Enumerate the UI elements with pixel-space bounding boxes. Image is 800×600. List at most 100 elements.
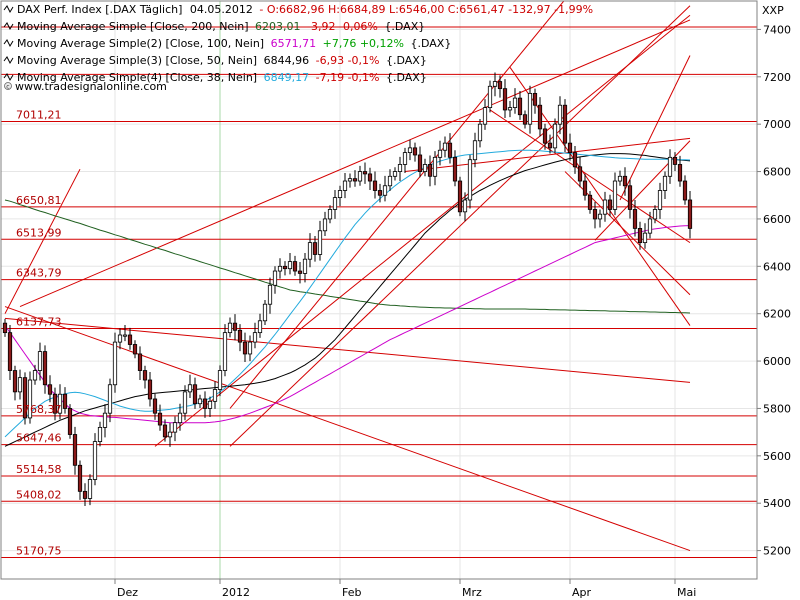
candle-body xyxy=(677,164,683,182)
candlestick xyxy=(582,173,588,201)
candlestick xyxy=(47,375,53,403)
legend-ma-value: 6849,17 xyxy=(264,71,310,84)
candle-body xyxy=(332,197,338,210)
candlestick xyxy=(402,147,408,173)
candle-body xyxy=(492,81,498,87)
legend-ma-38: Moving Average Simple(4) [Close, 38, Nei… xyxy=(3,71,427,84)
x-axis: Dez 2012 Feb Mrz Apr Mai xyxy=(114,579,696,599)
candlestick xyxy=(347,173,353,188)
y-tick-label: 6400 xyxy=(763,260,791,273)
trendline xyxy=(19,19,691,308)
y-tick-label: 6800 xyxy=(763,166,791,179)
trendline xyxy=(4,306,691,552)
candlestick xyxy=(567,133,573,161)
horizontal-level-label: 6650,81 xyxy=(16,194,62,207)
svg-text:Moving Average Simple [Close,: Moving Average Simple [Close, 200, Nein]… xyxy=(17,20,425,33)
candle-body xyxy=(112,341,118,386)
candle-body xyxy=(57,393,63,414)
candlestick xyxy=(277,258,283,279)
candlestick xyxy=(607,194,613,217)
candle-body xyxy=(312,242,318,255)
candle-body xyxy=(297,270,303,274)
candlestick xyxy=(112,332,118,393)
candle-body xyxy=(282,265,288,270)
candlestick xyxy=(322,211,328,236)
candlestick xyxy=(57,384,63,420)
y-tick-label: 6200 xyxy=(763,308,791,321)
trendline xyxy=(4,168,81,314)
candle-body xyxy=(27,379,33,419)
candlestick xyxy=(307,233,313,268)
candle-body xyxy=(552,123,558,149)
candle-body xyxy=(442,142,448,151)
candle-body xyxy=(632,209,638,229)
candlesticks xyxy=(2,72,693,507)
candlestick xyxy=(472,132,478,168)
candlestick xyxy=(2,318,8,337)
candle-body xyxy=(347,178,353,182)
candle-body xyxy=(467,159,473,201)
candlestick xyxy=(137,346,143,381)
candlestick xyxy=(317,220,323,261)
candle-body xyxy=(617,175,623,182)
candlestick xyxy=(37,342,43,381)
candlestick xyxy=(202,391,208,418)
candlestick xyxy=(512,88,518,114)
candle-body xyxy=(22,377,28,419)
candlestick xyxy=(432,151,438,186)
candle-body xyxy=(77,464,83,492)
candlestick xyxy=(7,325,13,381)
candlestick xyxy=(572,145,578,174)
candle-body xyxy=(342,180,348,191)
candle-body xyxy=(572,152,578,168)
candlestick xyxy=(282,261,288,276)
horizontal-level-label: 5647,46 xyxy=(16,432,62,445)
candlestick xyxy=(662,171,668,200)
candlestick xyxy=(462,192,468,222)
candle-body xyxy=(562,104,568,144)
candle-body xyxy=(512,97,518,108)
candle-body xyxy=(352,178,358,182)
candlestick xyxy=(477,118,483,148)
trendline xyxy=(619,55,691,201)
candle-body xyxy=(472,140,478,161)
candlestick xyxy=(452,150,458,187)
y-tick-label: 7000 xyxy=(763,118,791,131)
candlestick xyxy=(102,404,108,438)
legend-ma-200: Moving Average Simple [Close, 200, Nein]… xyxy=(3,20,425,33)
candlestick xyxy=(252,322,258,349)
candle-body xyxy=(162,424,168,438)
candlestick xyxy=(77,460,83,500)
candle-body xyxy=(247,341,253,355)
candle-body xyxy=(452,156,458,182)
candle-body xyxy=(37,351,43,371)
candle-body xyxy=(102,412,108,428)
candlestick xyxy=(117,328,123,350)
trendline xyxy=(229,5,691,447)
candlestick xyxy=(507,100,513,118)
candlestick xyxy=(387,169,393,191)
candle-body xyxy=(477,123,483,142)
candlestick xyxy=(522,110,528,129)
copyright-icon xyxy=(4,82,12,90)
candlestick xyxy=(287,253,293,275)
legend-ma-name: Moving Average Simple(2) [Close, 100, Ne… xyxy=(17,37,264,50)
candlestick xyxy=(597,209,603,228)
candlestick xyxy=(17,369,23,400)
candle-body xyxy=(272,270,278,286)
candlestick xyxy=(87,474,93,506)
candlestick xyxy=(557,96,563,135)
x-tick-label: 2012 xyxy=(222,586,250,599)
candle-body xyxy=(152,398,158,414)
candlestick xyxy=(442,136,448,158)
candlestick xyxy=(182,385,188,421)
candlestick xyxy=(227,317,233,338)
candlestick xyxy=(242,332,248,363)
candlestick xyxy=(437,140,443,166)
candlestick xyxy=(172,416,178,442)
candlestick xyxy=(147,371,153,407)
candlestick xyxy=(157,404,163,431)
svg-text:Moving Average Simple(4) [Clos: Moving Average Simple(4) [Close, 38, Nei… xyxy=(17,71,427,84)
candlestick xyxy=(447,133,453,164)
